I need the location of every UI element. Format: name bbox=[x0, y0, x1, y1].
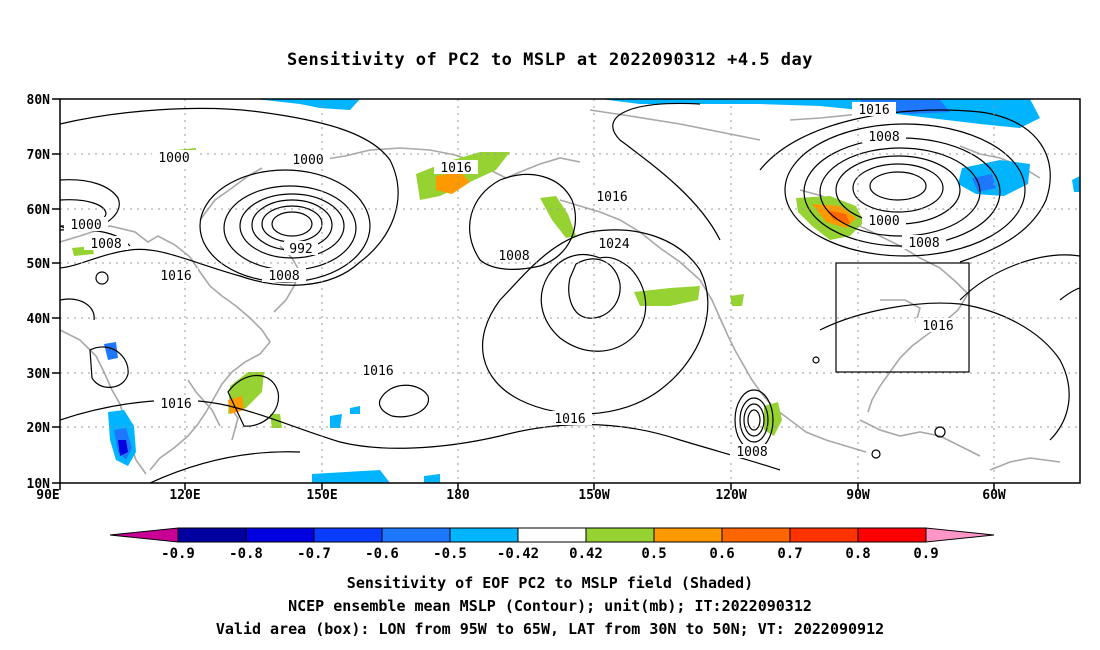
contour-label: 1008 bbox=[268, 269, 299, 284]
contour-label: 1000 bbox=[70, 218, 101, 233]
contour-label: 1008 bbox=[868, 130, 899, 145]
contour-label: 1008 bbox=[908, 236, 939, 251]
colorbar-swatch bbox=[857, 527, 927, 543]
contour-label: 1016 bbox=[922, 319, 953, 334]
valid-area-box bbox=[835, 262, 970, 373]
map-border bbox=[59, 98, 1081, 484]
chart-title: Sensitivity of PC2 to MSLP at 2022090312… bbox=[286, 50, 813, 70]
colorbar-swatch bbox=[313, 527, 383, 543]
lat-label: 70N bbox=[27, 148, 51, 163]
axis-ticks bbox=[52, 98, 995, 490]
lat-label: 20N bbox=[27, 421, 51, 436]
colorbar-swatch bbox=[653, 527, 723, 543]
contour-label: 1008 bbox=[498, 249, 529, 264]
contour-label: 992 bbox=[289, 242, 312, 257]
colorbar-label: -0.6 bbox=[365, 546, 399, 562]
contour-label: 1016 bbox=[160, 269, 191, 284]
colorbar-label: 0.8 bbox=[845, 546, 870, 562]
lat-label: 80N bbox=[27, 93, 51, 108]
latitude-labels: 80N 70N 60N 50N 40N 30N 20N 10N bbox=[27, 93, 51, 492]
lon-label: 180 bbox=[446, 488, 470, 503]
caption-line-3: Valid area (box): LON from 95W to 65W, L… bbox=[215, 620, 885, 638]
colorbar-label: -0.5 bbox=[433, 546, 467, 562]
lat-label: 60N bbox=[27, 203, 51, 218]
colorbar-swatch bbox=[177, 527, 247, 543]
colorbar-label: 0.9 bbox=[913, 546, 938, 562]
lon-label: 150W bbox=[578, 488, 609, 503]
caption-line-1: Sensitivity of EOF PC2 to MSLP field (Sh… bbox=[346, 574, 754, 592]
colorbar-label: -0.7 bbox=[297, 546, 331, 562]
contour-label: 1016 bbox=[858, 103, 889, 118]
colorbar-swatch bbox=[789, 527, 859, 543]
colorbar-min-arrow bbox=[109, 527, 179, 543]
lat-label: 40N bbox=[27, 312, 51, 327]
colorbar-swatch bbox=[245, 527, 315, 543]
lon-label: 90W bbox=[846, 488, 870, 503]
contour-label: 1016 bbox=[596, 190, 627, 205]
contour-label: 1000 bbox=[292, 153, 323, 168]
lat-label: 50N bbox=[27, 257, 51, 272]
contour-labels: 1000 1000 1000 1008 992 1008 1016 1016 1… bbox=[70, 103, 954, 460]
contour-label: 1000 bbox=[868, 214, 899, 229]
contour-label: 1024 bbox=[598, 237, 629, 252]
lon-label: 150E bbox=[306, 488, 337, 503]
lat-label: 10N bbox=[27, 477, 51, 492]
contour-label: 1016 bbox=[160, 397, 191, 412]
colorbar-label: 0.7 bbox=[777, 546, 802, 562]
colorbar-swatch bbox=[721, 527, 791, 543]
lon-label: 120E bbox=[169, 488, 200, 503]
lon-label: 120W bbox=[715, 488, 746, 503]
contour-label: 1016 bbox=[440, 161, 471, 176]
colorbar-swatch bbox=[449, 527, 519, 543]
colorbar-label: -0.42 bbox=[497, 546, 539, 562]
colorbar: -0.9 -0.8 -0.7 -0.6 -0.5 -0.42 0.42 0.5 0.6 0.7 0.… bbox=[109, 527, 995, 562]
coastlines bbox=[60, 109, 1061, 475]
lat-label: 30N bbox=[27, 367, 51, 382]
colorbar-max-arrow bbox=[925, 527, 995, 543]
contour-label: 1016 bbox=[554, 412, 585, 427]
longitude-labels: 90E 120E 150E 180 150W 120W 90W 60W bbox=[36, 488, 1006, 503]
lon-label: 60W bbox=[982, 488, 1006, 503]
colorbar-swatch bbox=[381, 527, 451, 543]
contour-label: 1016 bbox=[362, 364, 393, 379]
colorbar-label: 0.42 bbox=[569, 546, 603, 562]
contour-label: 1008 bbox=[736, 445, 767, 460]
colorbar-label: 0.6 bbox=[709, 546, 734, 562]
colorbar-swatch bbox=[517, 527, 587, 543]
colorbar-label: -0.8 bbox=[229, 546, 263, 562]
colorbar-swatch bbox=[585, 527, 655, 543]
contour-label: 1000 bbox=[158, 151, 189, 166]
colorbar-label: -0.9 bbox=[161, 546, 195, 562]
caption-line-2: NCEP ensemble mean MSLP (Contour); unit(… bbox=[288, 597, 812, 615]
lon-label: 90E bbox=[36, 488, 59, 503]
colorbar-label: 0.5 bbox=[641, 546, 666, 562]
contour-label: 1008 bbox=[90, 237, 121, 252]
